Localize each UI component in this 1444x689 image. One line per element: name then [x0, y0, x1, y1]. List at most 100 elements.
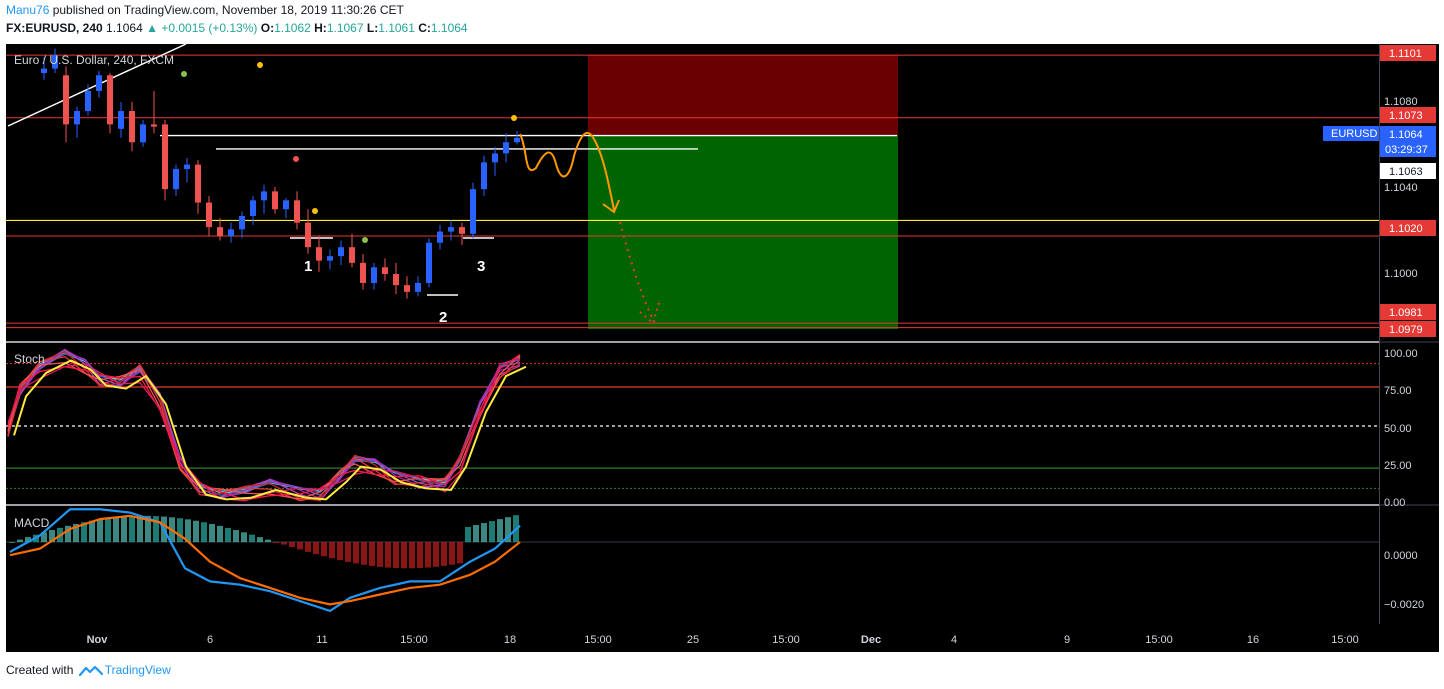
candle-body [338, 247, 344, 257]
time-axis-tick: 15:00 [400, 634, 428, 646]
level-tag: 1.1101 [1389, 48, 1422, 60]
signal-dot [362, 237, 368, 243]
macd-histogram-bar [329, 542, 335, 559]
macd-histogram-bar [105, 518, 111, 543]
stoch-line [7, 353, 521, 501]
macd-histogram-bar [185, 519, 191, 543]
time-axis-tick: Nov [87, 634, 109, 646]
macd-histogram-bar [393, 542, 399, 569]
macd-histogram-bar [41, 532, 47, 543]
symbol-label: FX:EURUSD, 240 [6, 21, 103, 35]
macd-histogram-bar [49, 530, 55, 543]
publish-text: published on TradingView.com, November 1… [49, 3, 404, 17]
macd-histogram-bar [337, 542, 343, 561]
macd-histogram-bar [137, 515, 143, 543]
stoch-tick: 75.00 [1384, 385, 1412, 397]
signal-dot [257, 62, 263, 68]
candle-body [481, 162, 487, 190]
macd-histogram-bar [89, 520, 95, 543]
change-value: +0.0015 (+0.13%) [161, 21, 258, 35]
macd-histogram-bar [505, 517, 511, 543]
macd-histogram-bar [465, 526, 471, 543]
author-link[interactable]: Manu76 [6, 3, 50, 17]
candle-body [503, 142, 509, 154]
macd-histogram-bar [289, 542, 295, 548]
stoch-tick: 100.00 [1384, 348, 1418, 360]
time-axis-tick: 6 [207, 634, 213, 646]
macd-histogram-bar [9, 542, 15, 544]
macd-histogram-bar [265, 539, 271, 543]
macd-histogram-bar [449, 542, 455, 565]
symbol-tag: EURUSD [1331, 128, 1378, 140]
macd-histogram-bar [345, 542, 351, 562]
time-axis-tick: 18 [504, 634, 516, 646]
candle-body [261, 191, 267, 201]
stoch-tick: 0.00 [1384, 497, 1405, 509]
signal-dot [511, 115, 517, 121]
footer: Created with TradingView [6, 663, 171, 677]
candle-body [426, 242, 432, 283]
stoch-pane[interactable] [6, 343, 1379, 504]
stop-loss-zone[interactable] [588, 55, 898, 135]
macd-histogram-bar [489, 521, 495, 543]
level-tag-bg [1380, 107, 1436, 123]
macd-histogram-bar [481, 523, 487, 543]
candle-body [96, 75, 102, 91]
macd-histogram-bar [369, 542, 375, 566]
pattern-label-1: 1 [304, 258, 312, 275]
candle-body [239, 215, 245, 230]
last-price: 1.1064 [106, 21, 143, 35]
candle-body [393, 274, 399, 286]
time-axis-tick: 15:00 [772, 634, 800, 646]
candle-body [250, 200, 256, 216]
symbol-tag-bg [1323, 126, 1379, 141]
current-price-tag: 1.1064 [1389, 129, 1423, 141]
candle-body [118, 110, 124, 129]
pattern-label-3: 3 [477, 258, 485, 275]
time-axis-tick: 11 [316, 634, 327, 646]
macd-tick: 0.0000 [1384, 550, 1418, 562]
macd-histogram-bar [425, 542, 431, 568]
macd-histogram-bar [257, 537, 263, 543]
level-tag-bg [1380, 45, 1436, 61]
open-value: 1.1062 [274, 21, 311, 35]
secondary-price-tag-bg [1380, 163, 1436, 179]
stoch-tick: 50.00 [1384, 423, 1412, 435]
tradingview-link[interactable]: TradingView [104, 663, 171, 677]
macd-histogram-bar [113, 517, 119, 543]
candle-body [316, 247, 322, 261]
stoch-line [7, 350, 521, 501]
secondary-price-tag: 1.1063 [1389, 166, 1423, 178]
macd-histogram-bar [353, 542, 359, 564]
candle-body [415, 282, 421, 292]
signal-dot [312, 208, 318, 214]
signal-dot [293, 156, 299, 162]
macd-histogram-bar [177, 518, 183, 543]
up-arrow-icon: ▲ [146, 21, 158, 35]
macd-tick: −0.0020 [1384, 599, 1424, 611]
macd-pane[interactable] [6, 506, 1379, 624]
time-scale[interactable] [6, 624, 1439, 652]
macd-histogram-bar [409, 542, 415, 569]
macd-histogram-bar [433, 542, 439, 567]
macd-histogram-bar [225, 527, 231, 543]
macd-histogram-bar [25, 537, 31, 543]
macd-signal-line [9, 514, 521, 606]
candle-body [85, 90, 91, 111]
level-tag-bg [1380, 304, 1436, 320]
price-tick: 1.1000 [1384, 268, 1418, 280]
macd-histogram-bar [217, 525, 223, 543]
level-tag: 1.1073 [1389, 110, 1423, 122]
take-profit-zone[interactable] [588, 135, 898, 329]
candle-body [162, 124, 168, 190]
stoch-tick: 25.00 [1384, 460, 1412, 472]
level-tag: 1.0979 [1389, 324, 1423, 336]
macd-line [9, 508, 521, 613]
candle-body [382, 267, 388, 275]
tradingview-logo-icon [78, 665, 103, 676]
close-label: C: [418, 21, 431, 35]
high-label: H: [314, 21, 327, 35]
macd-histogram-bar [377, 542, 383, 567]
candle-body [41, 68, 47, 74]
